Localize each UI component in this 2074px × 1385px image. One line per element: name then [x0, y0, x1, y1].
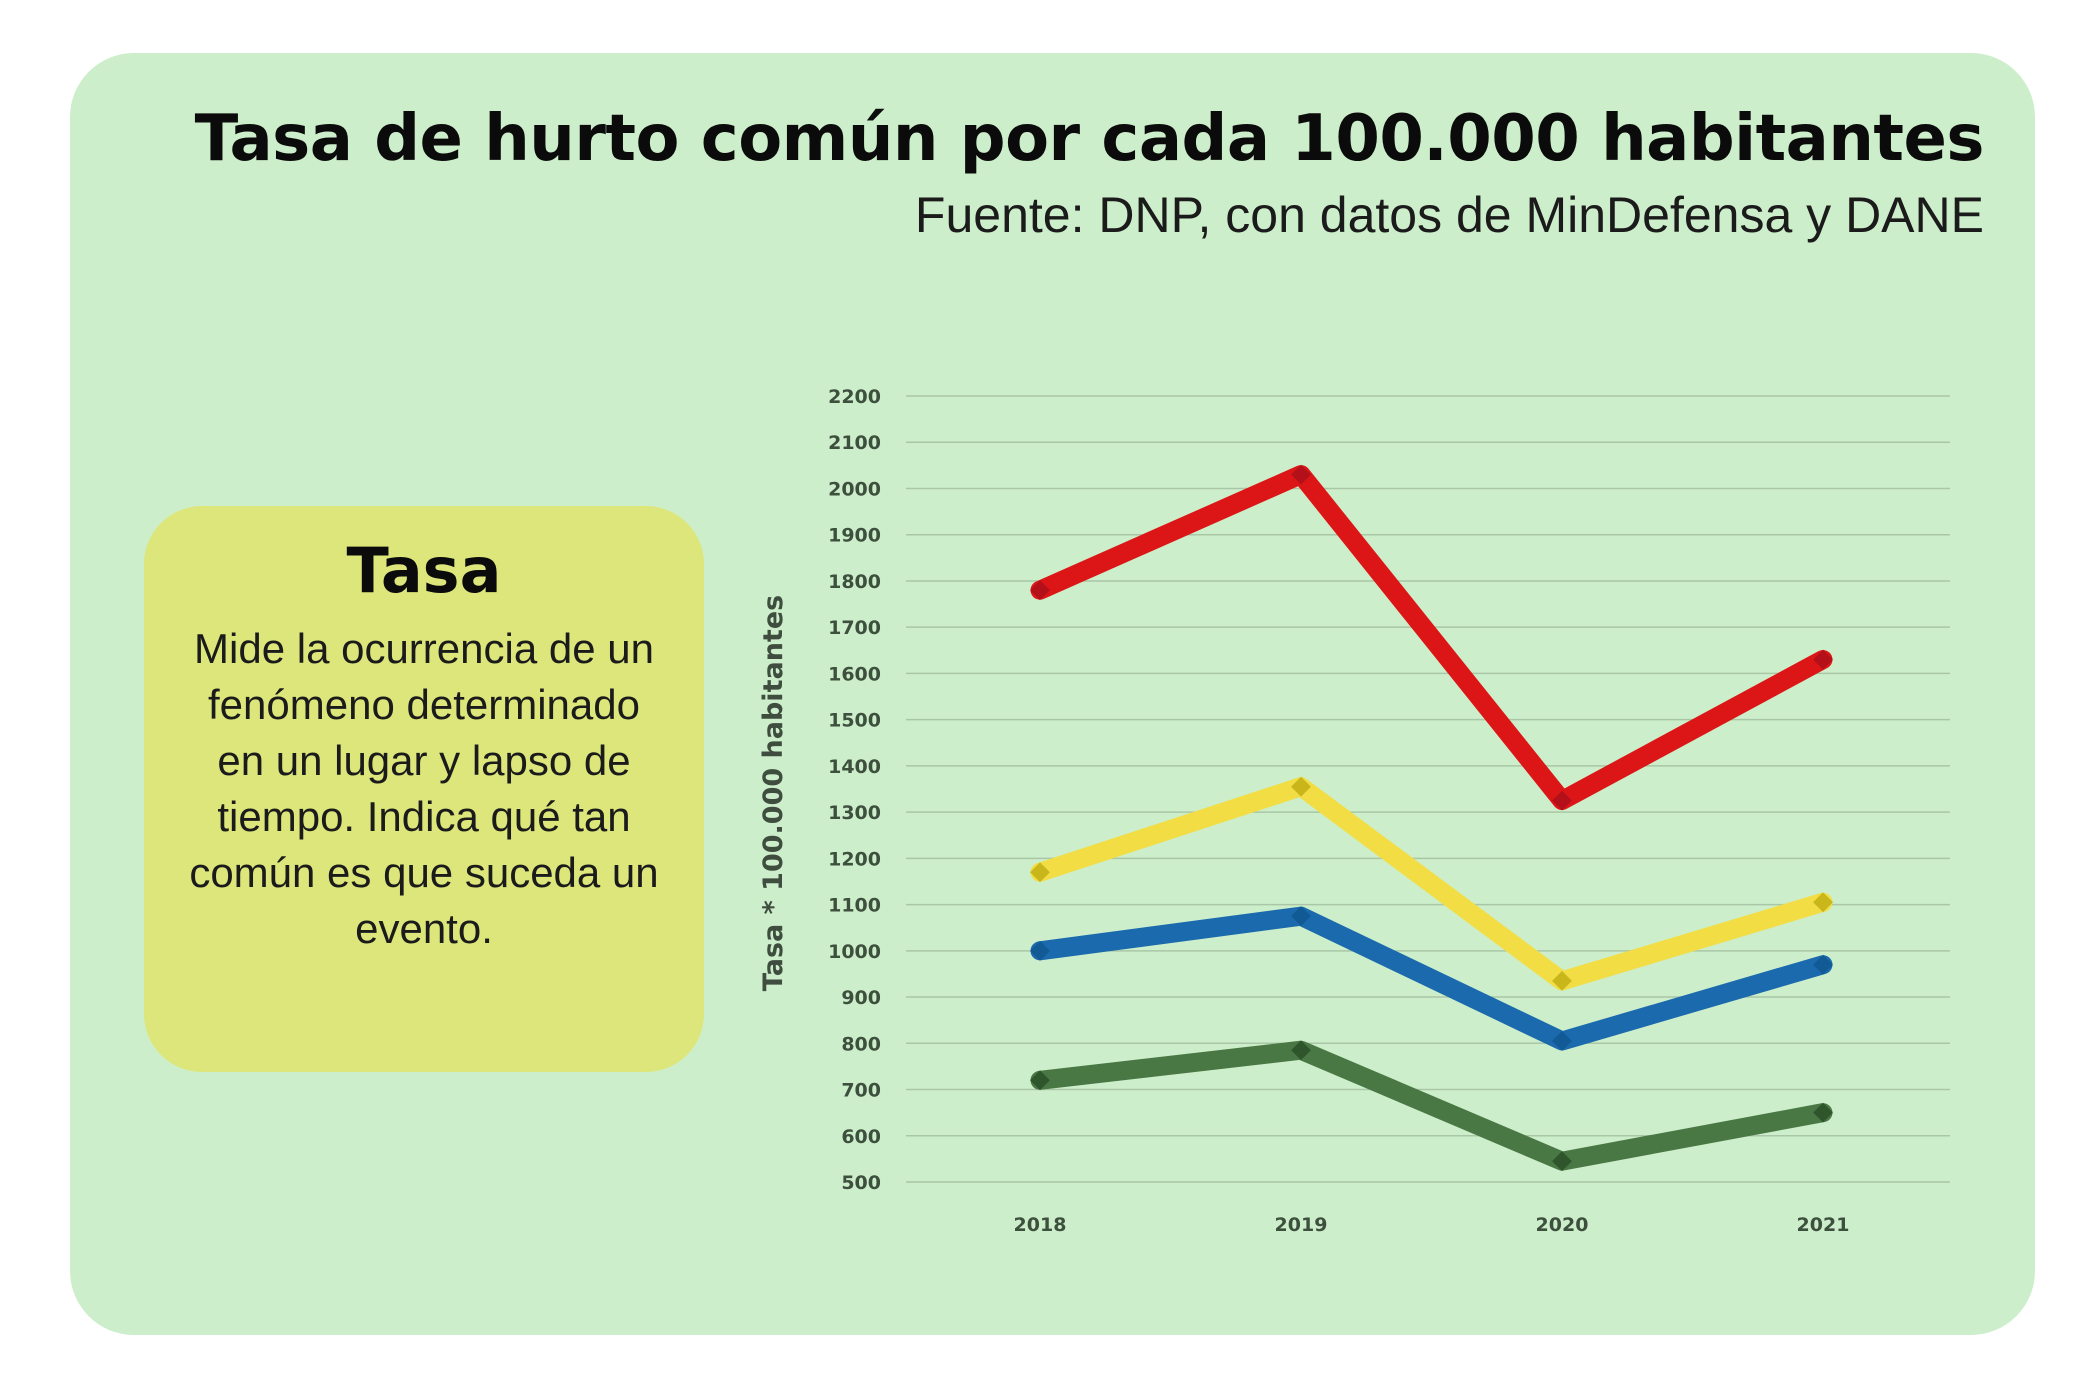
data-point-marker — [1552, 1151, 1572, 1172]
y-tick-label: 800 — [841, 1033, 881, 1055]
data-point-marker — [1030, 940, 1050, 961]
data-point-marker — [1552, 1031, 1572, 1051]
y-tick-label: 1900 — [828, 525, 881, 547]
data-point-marker — [1291, 776, 1311, 797]
x-axis-ticks: 2018 2019 2020 2021 — [1014, 1214, 1850, 1236]
gridlines — [906, 395, 1950, 1183]
y-tick-label: 1300 — [828, 802, 881, 824]
definition-text: Mide la ocurrencia de un fenómeno determ… — [189, 625, 659, 952]
y-tick-label: 1500 — [828, 710, 881, 732]
definition-title: Tasa — [346, 534, 502, 607]
data-point-marker — [1030, 862, 1050, 883]
chart-title: Tasa de hurto común por cada 100.000 hab… — [194, 102, 1985, 176]
y-axis-ticks: 2200 2100 2000 1900 1800 1700 1600 1500 1400 1300… — [828, 386, 881, 1194]
y-tick-label: 500 — [841, 1172, 881, 1194]
data-point-marker — [1813, 1102, 1833, 1123]
y-tick-label: 900 — [841, 987, 881, 1009]
data-point-marker — [1552, 970, 1572, 991]
y-tick-label: 2100 — [828, 432, 881, 454]
series-line — [1030, 465, 1833, 811]
data-point-marker — [1291, 1040, 1311, 1061]
data-point-marker — [1552, 790, 1572, 811]
series-line — [1030, 777, 1833, 991]
x-tick-label: 2020 — [1536, 1214, 1589, 1236]
y-tick-label: 1400 — [828, 756, 881, 778]
y-tick-label: 2200 — [828, 386, 881, 408]
data-point-marker — [1291, 464, 1311, 485]
y-axis-title: Tasa * 100.000 habitantes — [758, 595, 789, 991]
definition-box: Tasa Mide la ocurrencia de un fenómeno d… — [144, 506, 704, 1072]
x-tick-label: 2018 — [1014, 1214, 1067, 1236]
series-lines — [1030, 464, 1833, 1172]
y-tick-label: 1200 — [828, 848, 881, 870]
y-tick-label: 1000 — [828, 941, 881, 963]
series-line — [1030, 1040, 1833, 1171]
data-point-marker — [1030, 1070, 1050, 1091]
data-point-marker — [1813, 954, 1833, 975]
data-point-marker — [1030, 580, 1050, 601]
x-tick-label: 2021 — [1797, 1214, 1850, 1236]
y-tick-label: 2000 — [828, 478, 881, 500]
data-point-marker — [1291, 906, 1311, 927]
y-tick-label: 700 — [841, 1080, 881, 1102]
y-tick-label: 1800 — [828, 571, 881, 593]
y-tick-label: 1100 — [828, 895, 881, 917]
y-tick-label: 600 — [841, 1126, 881, 1148]
y-tick-label: 1600 — [828, 663, 881, 685]
x-tick-label: 2019 — [1275, 1214, 1328, 1236]
series-line — [1030, 906, 1833, 1051]
data-point-marker — [1813, 892, 1833, 913]
data-point-marker — [1813, 649, 1833, 670]
chart-source: Fuente: DNP, con datos de MinDefensa y D… — [914, 187, 1984, 243]
y-tick-label: 1700 — [828, 617, 881, 639]
